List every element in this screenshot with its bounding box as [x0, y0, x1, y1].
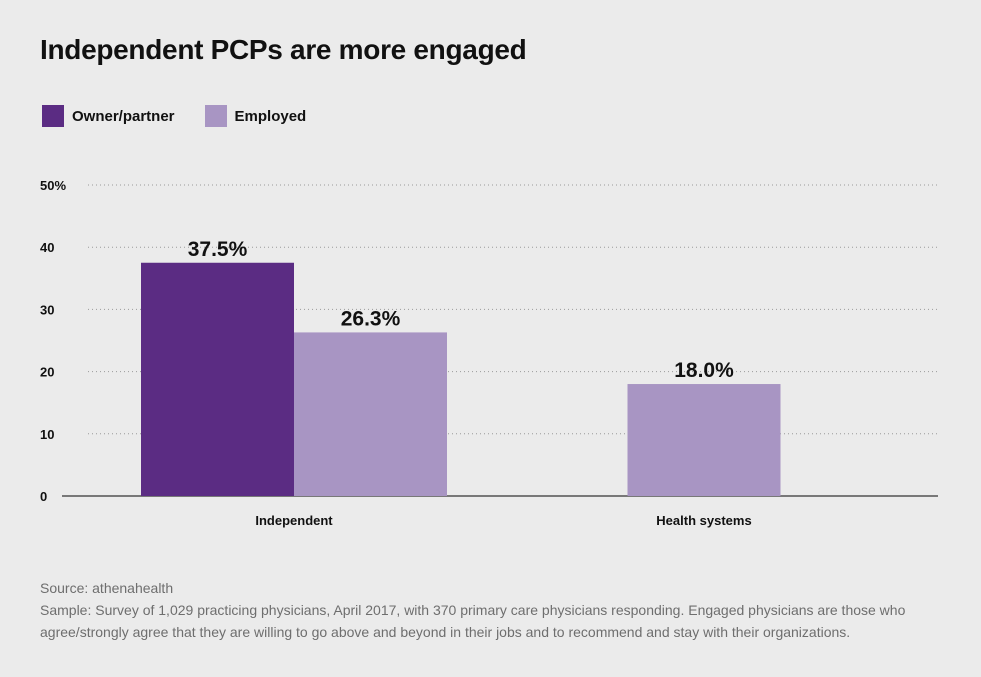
y-tick-label: 0 — [40, 489, 47, 504]
legend-swatch-owner-partner — [42, 105, 64, 127]
data-label: 18.0% — [674, 359, 734, 382]
bar-owner-partner-independent — [141, 262, 294, 496]
bar-employed-independent — [294, 332, 447, 496]
legend-label-employed: Employed — [234, 107, 307, 125]
y-tick-label: 30 — [40, 302, 54, 317]
data-label: 26.3% — [341, 307, 401, 330]
bar-chart: 0 10 20 30 40 50% 37.5% 26.3% Independent 18.0% He… — [40, 178, 938, 528]
x-category-label: Health systems — [656, 513, 751, 528]
legend: Owner/partner Employed — [42, 105, 336, 127]
source-note: Source: athenahealth — [40, 580, 174, 596]
legend-label-owner-partner: Owner/partner — [72, 107, 175, 125]
chart-title: Independent PCPs are more engaged — [40, 34, 527, 65]
legend-item-owner-partner: Owner/partner — [42, 105, 175, 127]
data-label: 37.5% — [188, 238, 248, 261]
y-tick-label: 20 — [40, 365, 54, 380]
sample-note: Sample: Survey of 1,029 practicing physi… — [40, 602, 906, 640]
legend-item-employed: Employed — [204, 105, 307, 127]
x-category-label: Independent — [255, 513, 333, 528]
y-tick-label: 50% — [40, 178, 66, 193]
chart-notes: Source: athenahealth Sample: Survey of 1… — [40, 577, 960, 643]
y-tick-label: 10 — [40, 427, 54, 442]
y-tick-label: 40 — [40, 240, 54, 255]
bar-employed-health-systems — [627, 384, 781, 496]
legend-swatch-employed — [204, 105, 227, 127]
